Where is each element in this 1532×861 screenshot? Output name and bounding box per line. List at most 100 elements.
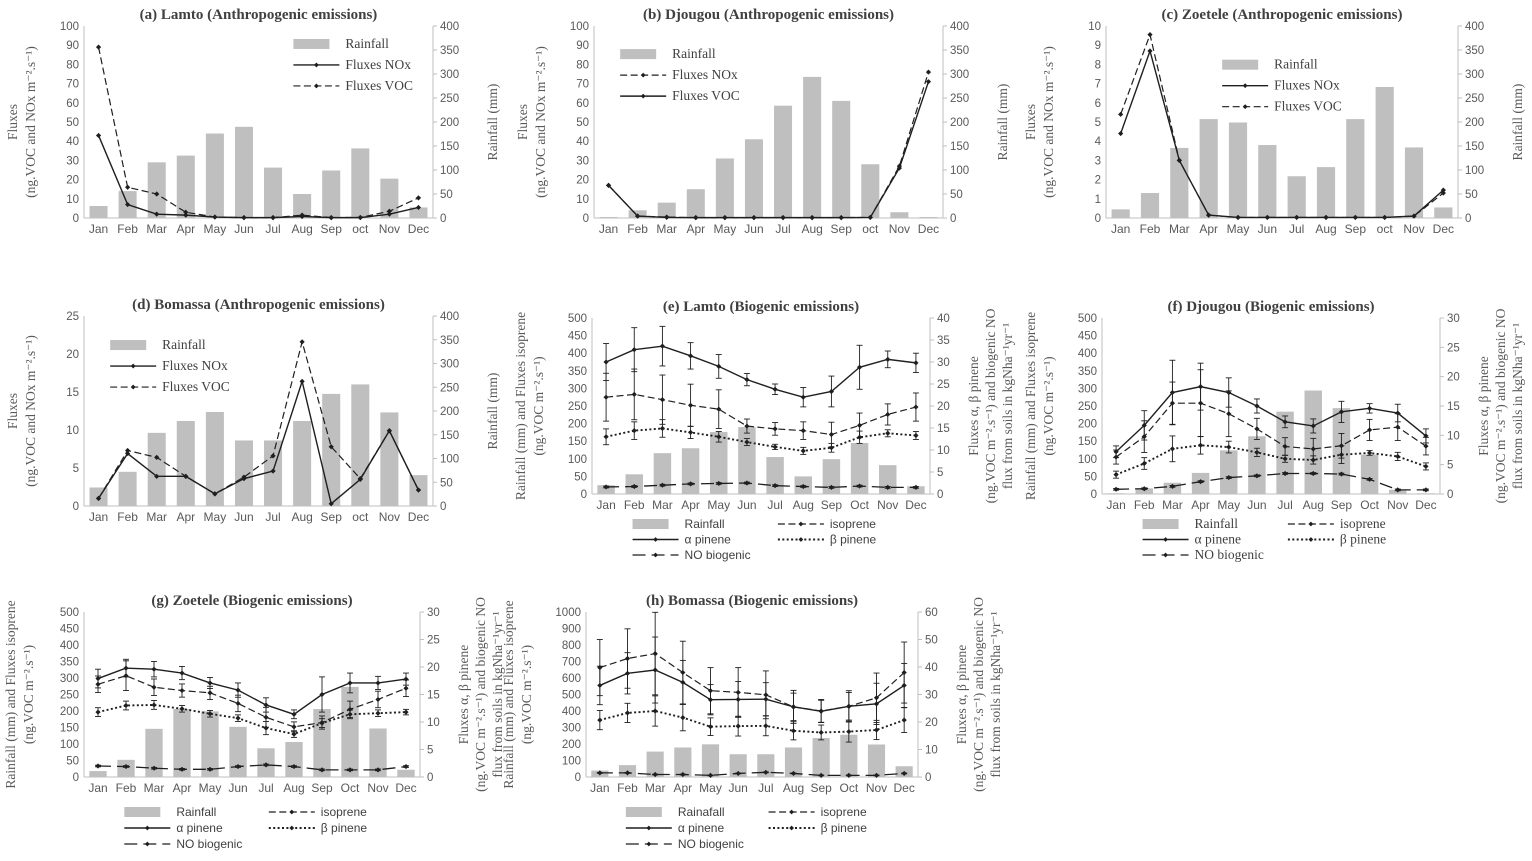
- legend-item-label: Fluxes VOC: [162, 379, 230, 394]
- svg-text:Jul: Jul: [758, 781, 773, 795]
- svg-text:15: 15: [1447, 401, 1460, 413]
- svg-text:Dec: Dec: [893, 781, 914, 795]
- svg-text:200: 200: [440, 406, 459, 418]
- point-marker: [716, 434, 722, 440]
- legend-item-label: NO biogenic: [1195, 547, 1264, 562]
- svg-text:Sep: Sep: [321, 222, 343, 236]
- legend-item-label: NO biogenic: [678, 837, 744, 851]
- svg-text:500: 500: [60, 607, 79, 619]
- svg-text:Mar: Mar: [144, 781, 165, 795]
- bar: [234, 440, 253, 506]
- month-labels: Jan Feb Mar Apr May Jun Jul Aug Sep oct Nov Dec: [89, 510, 429, 524]
- svg-text:150: 150: [440, 141, 459, 153]
- bar: [646, 751, 664, 777]
- svg-text:Mar: Mar: [656, 222, 677, 236]
- bar: [715, 158, 734, 218]
- svg-text:0: 0: [1091, 489, 1097, 501]
- svg-text:Aug: Aug: [283, 781, 304, 795]
- svg-text:350: 350: [950, 45, 969, 57]
- legend: Rainfall Fluxes NOx Fluxes VOC: [1222, 57, 1342, 114]
- point-marker: [838, 215, 844, 221]
- right-axis-label: Rainfall (mm): [1510, 84, 1525, 161]
- svg-text:Sep: Sep: [831, 222, 853, 236]
- series-4-no-biogenic: [95, 762, 409, 773]
- svg-text:Jun: Jun: [1258, 222, 1277, 236]
- legend-item-label: isoprene: [1340, 516, 1386, 531]
- left-axis-ticks: 0 10 20 30 40 50 60 70 80 90 100: [570, 21, 589, 225]
- bar: [176, 155, 195, 218]
- bar: [176, 420, 195, 506]
- bar: [803, 76, 822, 218]
- series-0-rainfall: [591, 734, 913, 777]
- point-marker: [125, 201, 131, 208]
- series-2-fluxes-voc: [95, 44, 422, 221]
- point-marker: [291, 731, 297, 737]
- svg-text:15: 15: [427, 690, 440, 702]
- svg-text:600: 600: [562, 673, 581, 685]
- point-marker: [357, 214, 363, 221]
- point-marker: [235, 687, 241, 693]
- svg-text:50: 50: [66, 756, 79, 768]
- point-marker: [631, 347, 637, 353]
- point-marker: [790, 770, 797, 777]
- svg-text:50: 50: [440, 189, 453, 201]
- chart-djougou-anthropogenic: 0 10 20 30 40 50 60 70 80 90 100 0 50 100 150 200 250 300…: [512, 2, 1017, 252]
- legend: Rainfall isoprene α pinene β pinene NO bioge…: [632, 517, 876, 562]
- point-marker: [631, 391, 637, 397]
- legend-bar-swatch: [632, 519, 669, 529]
- svg-text:450: 450: [1078, 331, 1097, 343]
- svg-text:Aug: Aug: [291, 510, 312, 524]
- point-marker: [125, 184, 131, 190]
- bar: [322, 170, 341, 218]
- svg-text:200: 200: [60, 706, 79, 718]
- svg-text:35: 35: [937, 335, 950, 347]
- svg-text:Dec: Dec: [905, 498, 926, 512]
- svg-text:Dec: Dec: [408, 222, 429, 236]
- point-marker: [896, 165, 902, 171]
- bar: [369, 728, 387, 777]
- series-2-fluxes-voc: [95, 339, 422, 501]
- chart-title: (e) Lamto (Biogenic emissions): [663, 299, 859, 315]
- left-axis-label: (ng.VOC and NOx m⁻².s⁻¹): [23, 46, 38, 198]
- bar: [832, 100, 851, 218]
- svg-text:Sep: Sep: [1345, 222, 1367, 236]
- svg-text:Feb: Feb: [117, 222, 138, 236]
- bar: [710, 432, 728, 494]
- bar: [907, 486, 925, 494]
- bar: [118, 471, 137, 506]
- svg-text:Jun: Jun: [728, 781, 747, 795]
- chart-bomassa-anthropogenic: 0 5 10 15 20 25 0 50 100 150 200 250 300 350 400 Jan Feb…: [2, 290, 507, 540]
- series-line: [1115, 402, 1427, 458]
- bar: [840, 734, 858, 777]
- point-marker: [1206, 212, 1212, 218]
- right-axis-ticks: 0 50 100 150 200 250 300 350 400: [943, 21, 969, 225]
- svg-text:10: 10: [427, 717, 440, 729]
- point-marker: [183, 209, 189, 215]
- svg-text:20: 20: [925, 717, 938, 729]
- svg-text:60: 60: [576, 98, 589, 110]
- bar: [293, 420, 312, 506]
- bar: [1228, 122, 1248, 218]
- legend-item-label: isoprene: [321, 805, 367, 819]
- point-marker: [631, 428, 637, 434]
- series-line: [1120, 48, 1444, 219]
- bar: [89, 206, 108, 218]
- point-marker: [640, 93, 646, 99]
- legend: Rainfall Fluxes NOx Fluxes VOC: [620, 46, 740, 103]
- svg-text:Jan: Jan: [1111, 222, 1130, 236]
- bar: [812, 738, 830, 777]
- point-marker: [653, 537, 658, 542]
- point-marker: [687, 429, 694, 435]
- point-marker: [154, 191, 160, 197]
- series-0-rainfall: [1111, 86, 1453, 219]
- svg-text:0: 0: [440, 213, 446, 225]
- point-marker: [1338, 452, 1345, 458]
- bar: [701, 744, 720, 777]
- svg-text:25: 25: [937, 379, 950, 391]
- point-marker: [375, 680, 381, 686]
- right-axis-ticks: 0 50 100 150 200 250 300 350 400: [1458, 21, 1484, 225]
- svg-text:Sep: Sep: [810, 781, 832, 795]
- point-marker: [913, 360, 919, 366]
- bar: [89, 771, 107, 777]
